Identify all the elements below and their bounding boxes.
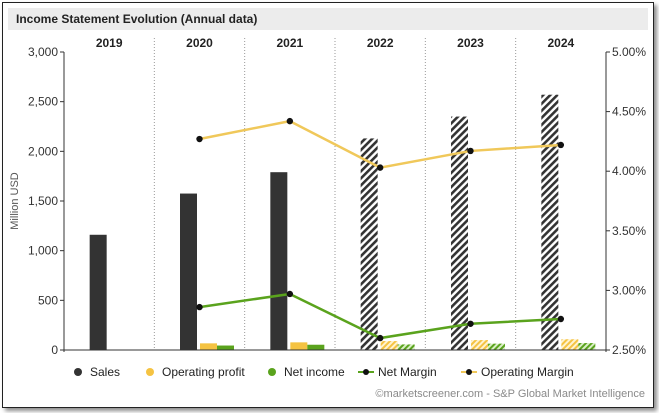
source-credit: ©marketscreener.com - S&P Global Market …: [375, 388, 645, 400]
bar-operating-profit: [200, 343, 217, 350]
point-operating-margin: [467, 147, 474, 155]
point-net-margin: [376, 334, 384, 342]
bar-net-income: [217, 345, 234, 350]
legend-marker-net-margin: [363, 369, 369, 375]
bar-net-income: [397, 344, 415, 350]
category-label: 2022: [367, 36, 394, 50]
legend-label-sales: Sales: [90, 365, 120, 379]
right-tick-label: 5.00%: [612, 45, 646, 59]
legend-swatch-operating-profit: [146, 368, 154, 376]
point-operating-margin: [376, 164, 384, 171]
right-tick-label: 4.50%: [612, 105, 646, 119]
right-tick-label: 2.50%: [612, 343, 646, 357]
bar-sales: [270, 172, 288, 350]
bar-sales: [180, 193, 197, 350]
legend-swatch-sales: [74, 368, 82, 376]
bar-sales: [89, 234, 107, 350]
right-tick-label: 4.00%: [612, 164, 646, 178]
lines-layer: [196, 117, 565, 342]
y-axis-label: Million USD: [9, 172, 21, 230]
bar-sales: [360, 138, 378, 350]
bar-net-income: [488, 343, 505, 350]
axes-layer: 0 500 1,000 1,500 2,000 2,500 3,000 2.50% 3.00% 3…: [9, 36, 646, 357]
bar-net-income: [578, 343, 596, 350]
bar-sales: [541, 94, 559, 350]
legend-layer: Sales Operating profit Net income Net Margi…: [74, 365, 574, 379]
point-operating-margin: [286, 117, 294, 125]
point-operating-margin: [196, 135, 203, 143]
grid-layer: [153, 38, 517, 350]
legend-label-net-income: Net income: [284, 365, 345, 379]
point-operating-margin: [557, 141, 565, 149]
category-label: 2023: [457, 36, 484, 50]
line-net-margin: [199, 292, 561, 340]
bar-operating-profit: [561, 339, 579, 350]
left-tick-label: 3,000: [28, 45, 58, 59]
left-tick-label: 0: [51, 343, 58, 357]
left-tick-label: 2,000: [28, 144, 58, 158]
bar-net-income: [307, 344, 325, 350]
bars-layer: [89, 94, 596, 350]
left-tick-label: 1,000: [28, 244, 58, 258]
category-label: 2020: [186, 36, 213, 50]
category-label: 2021: [276, 36, 303, 50]
left-tick-label: 2,500: [28, 95, 58, 109]
right-tick-label: 3.50%: [612, 224, 646, 238]
left-tick-label: 500: [38, 293, 58, 307]
category-label: 2024: [547, 36, 574, 50]
point-net-margin: [557, 315, 565, 323]
legend-label-operating-profit: Operating profit: [162, 365, 245, 379]
bar-operating-profit: [290, 342, 308, 350]
category-label: 2019: [96, 36, 123, 50]
bar-operating-profit: [471, 340, 488, 350]
legend-swatch-net-income: [268, 368, 276, 376]
line-operating-margin: [199, 119, 561, 169]
chart-title: Income Statement Evolution (Annual data): [16, 12, 258, 26]
bar-operating-profit: [380, 341, 398, 350]
legend-label-operating-margin: Operating Margin: [481, 365, 574, 379]
point-net-margin: [286, 290, 294, 298]
point-net-margin: [196, 303, 203, 311]
title-bar: Income Statement Evolution (Annual data): [8, 8, 648, 30]
bar-sales: [451, 116, 468, 350]
left-tick-label: 1,500: [28, 194, 58, 208]
point-net-margin: [467, 320, 474, 327]
legend-label-net-margin: Net Margin: [378, 365, 437, 379]
legend-marker-operating-margin: [466, 369, 472, 375]
right-tick-label: 3.00%: [612, 283, 646, 297]
